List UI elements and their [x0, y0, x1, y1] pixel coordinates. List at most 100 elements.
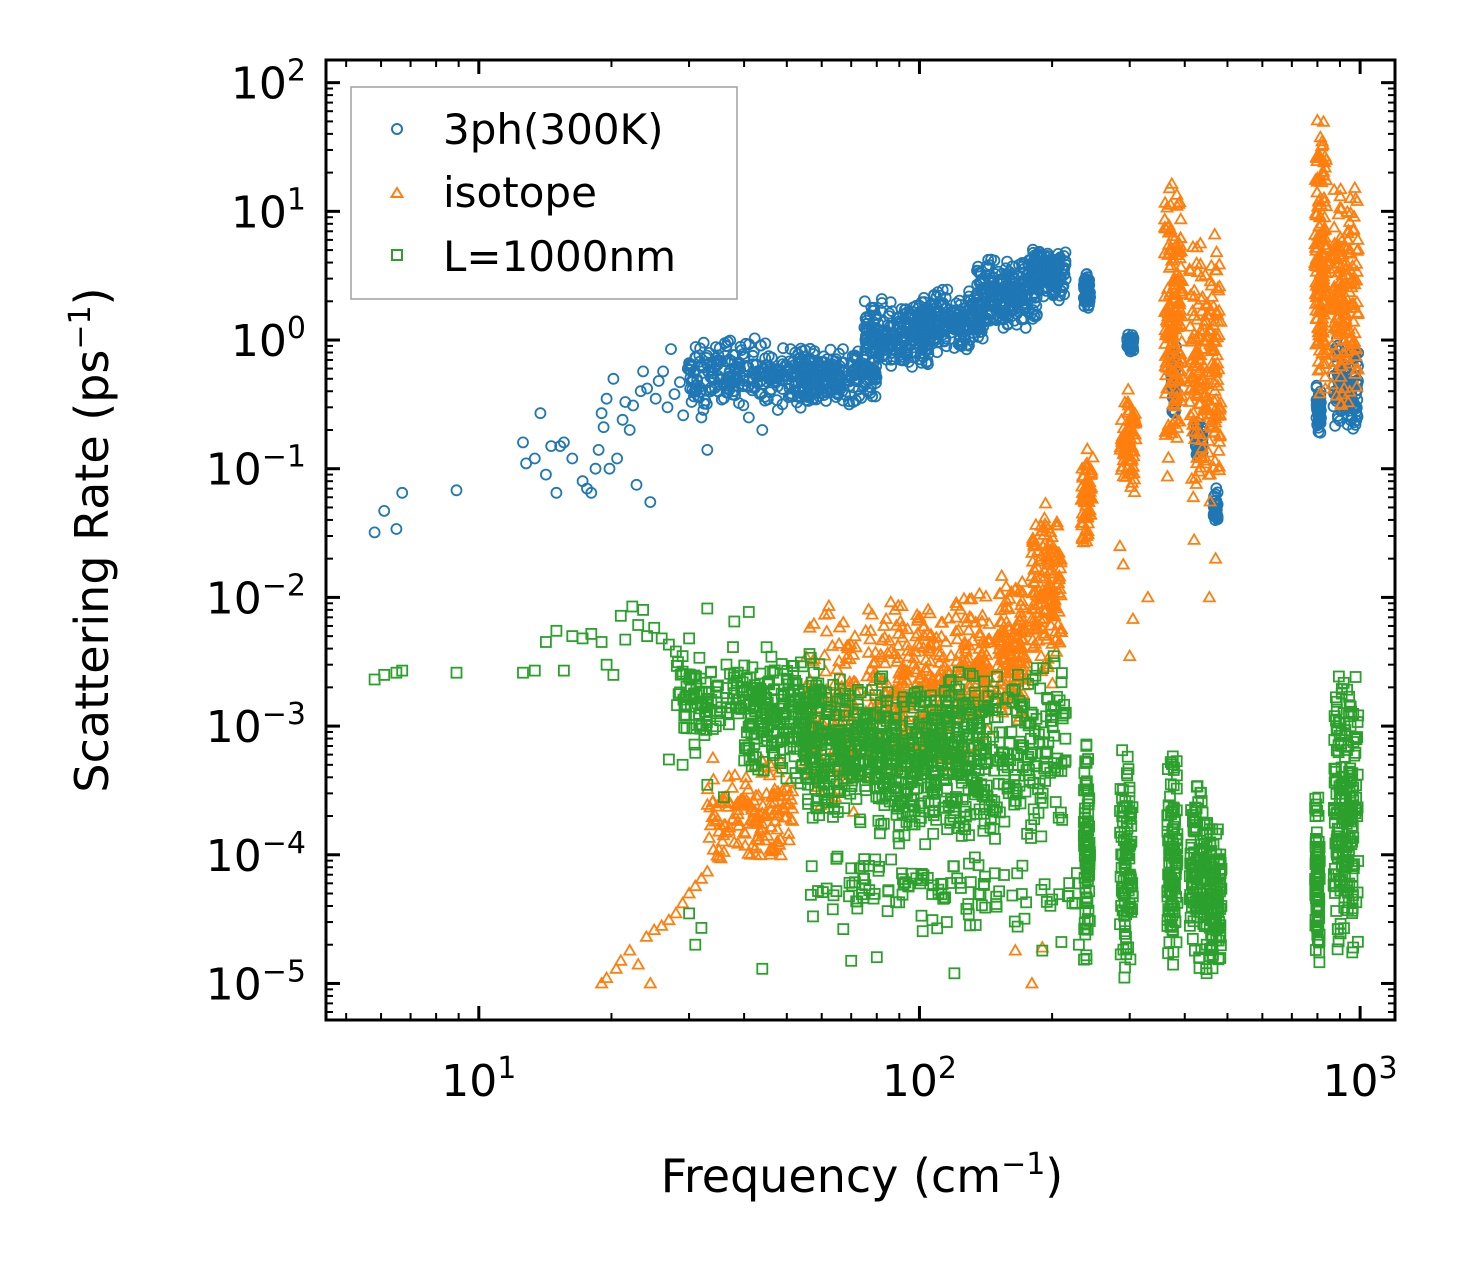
data-point [902, 308, 915, 321]
data-point [649, 392, 662, 405]
data-point [737, 399, 750, 412]
data-point [770, 369, 783, 382]
data-point [829, 365, 841, 378]
data-point [611, 452, 623, 465]
data-point [859, 312, 872, 325]
data-point [545, 440, 558, 453]
data-point [710, 341, 722, 354]
data-point [597, 421, 610, 434]
data-point [860, 338, 873, 351]
data-point [730, 374, 743, 387]
data-point [807, 393, 820, 406]
data-point [855, 391, 868, 404]
data-point [603, 462, 616, 475]
data-point [550, 486, 563, 499]
data-point [554, 440, 567, 453]
data-point [963, 285, 975, 298]
data-point [595, 407, 608, 420]
data-point [866, 304, 879, 317]
data-point [855, 357, 868, 370]
data-point [712, 349, 725, 362]
data-point [528, 452, 541, 465]
data-point [607, 372, 620, 385]
data-point [894, 346, 906, 359]
data-point [390, 523, 403, 535]
data-point [777, 342, 789, 355]
data-point [831, 380, 843, 393]
data-point [873, 346, 885, 359]
data-point [861, 332, 873, 345]
data-point [600, 392, 613, 405]
data-point [880, 328, 892, 341]
data-point [697, 404, 710, 416]
data-point [865, 381, 877, 394]
data-point [687, 372, 699, 385]
data-point [922, 358, 934, 371]
data-point [534, 407, 547, 420]
data-point [637, 365, 649, 378]
data-point [824, 343, 837, 356]
data-point [674, 376, 686, 389]
data-point [789, 384, 802, 397]
data-point [396, 486, 409, 499]
data-point [954, 339, 966, 352]
data-point [378, 504, 391, 517]
data-point [657, 365, 669, 378]
data-point [772, 363, 785, 376]
data-point [859, 367, 872, 380]
data-point [875, 293, 888, 305]
data-point [742, 411, 755, 424]
data-point [843, 398, 856, 411]
data-point [796, 345, 808, 358]
data-point [691, 373, 704, 386]
data-point [869, 390, 882, 403]
data-point [517, 436, 529, 449]
data-point [661, 401, 674, 414]
data-point [684, 360, 697, 373]
data-point [692, 391, 705, 404]
data-point [817, 350, 830, 363]
data-point [759, 359, 772, 371]
data-point [804, 355, 817, 368]
data-point [831, 371, 844, 384]
data-point [704, 360, 717, 373]
data-point [885, 359, 898, 372]
data-point [723, 365, 736, 378]
series-3ph(300K) [368, 243, 1365, 539]
data-point [520, 457, 532, 470]
data-point [668, 388, 681, 401]
data-point [592, 443, 605, 456]
data-point [652, 375, 665, 387]
data-point [695, 411, 708, 424]
data-point [644, 496, 657, 509]
data-point [585, 486, 598, 499]
data-point [776, 398, 789, 411]
data-point [368, 526, 381, 539]
data-point [742, 375, 754, 388]
data-point [747, 346, 760, 358]
data-point [759, 337, 772, 350]
data-point [665, 343, 677, 356]
data-point [709, 382, 721, 394]
data-point [616, 413, 629, 426]
data-point [792, 390, 804, 403]
data-point [837, 343, 849, 356]
data-point [759, 390, 771, 403]
data-point [734, 362, 746, 375]
data-point [883, 307, 896, 320]
data-point [558, 436, 570, 449]
data-point [589, 462, 602, 475]
data-point [540, 468, 552, 481]
data-point [739, 360, 752, 373]
data-point [756, 378, 769, 391]
data-point [768, 375, 781, 388]
data-point [756, 424, 769, 436]
data-point [627, 399, 639, 412]
data-point [809, 387, 821, 400]
data-point [641, 382, 653, 395]
data-point [796, 360, 809, 373]
data-point [700, 398, 713, 410]
data-point [883, 340, 895, 353]
data-point [811, 371, 824, 384]
